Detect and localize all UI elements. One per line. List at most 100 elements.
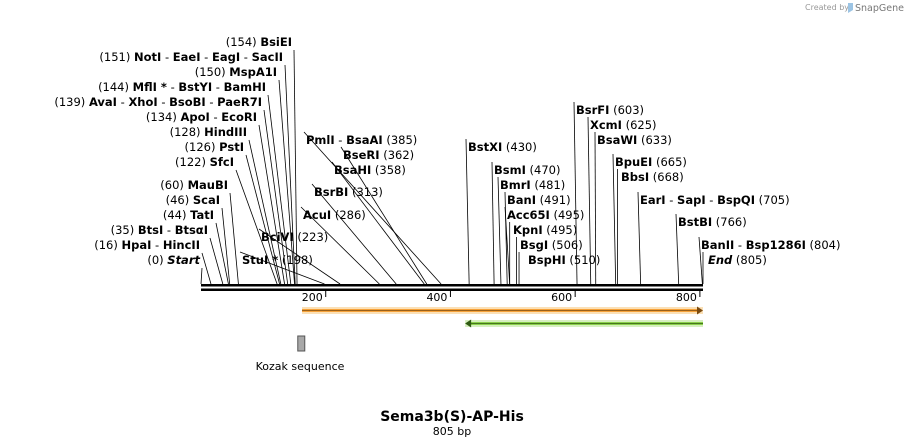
enzyme-name: ScaI bbox=[193, 193, 220, 207]
restriction-site[interactable]: (154) BsiEI bbox=[226, 35, 298, 285]
site-position: (44) bbox=[163, 208, 190, 222]
restriction-site[interactable]: BsrFI (603) bbox=[573, 101, 644, 285]
restriction-site[interactable]: (0) Start bbox=[147, 253, 203, 285]
map-length: 805 bp bbox=[433, 425, 471, 438]
site-separator: - bbox=[734, 238, 745, 252]
restriction-site[interactable]: (126) PstI bbox=[185, 140, 280, 285]
site-label: BmrI (481) bbox=[500, 178, 565, 192]
restriction-site[interactable]: (128) HindIII bbox=[170, 125, 282, 285]
enzyme-name: BstYI bbox=[178, 80, 212, 94]
site-separator: - bbox=[117, 95, 128, 109]
restriction-site[interactable]: (139) AvaI - XhoI - BsoBI - PaeR7I bbox=[54, 95, 289, 285]
site-leader-line bbox=[235, 169, 278, 285]
enzyme-name: XhoI bbox=[128, 95, 157, 109]
restriction-site[interactable]: KpnI (495) bbox=[509, 222, 578, 284]
enzyme-name: Start bbox=[167, 253, 200, 267]
restriction-site[interactable]: EarI - SapI - BspQI (705) bbox=[637, 191, 790, 285]
restriction-site[interactable]: StuI * (198) bbox=[239, 251, 325, 285]
enzyme-name: Acc65I bbox=[507, 208, 550, 222]
enzyme-name: MflI * bbox=[133, 80, 167, 94]
restriction-site[interactable]: (35) BtsI - BtsαI bbox=[111, 223, 224, 285]
restriction-site[interactable]: (150) MspA1I bbox=[195, 65, 295, 285]
enzyme-name: SacII bbox=[252, 50, 283, 64]
restriction-site[interactable]: XcmI (625) bbox=[587, 116, 657, 285]
restriction-site[interactable]: BstXI (430) bbox=[465, 138, 537, 285]
site-leader-line bbox=[278, 79, 295, 285]
site-leader-line bbox=[200, 267, 203, 285]
site-position: (668) bbox=[649, 170, 684, 184]
site-position: (154) bbox=[226, 35, 261, 49]
restriction-site[interactable]: (60) MauBI bbox=[160, 178, 239, 285]
site-leader-line bbox=[221, 207, 231, 285]
enzyme-name: BsoBI bbox=[169, 95, 206, 109]
site-leader-line bbox=[331, 161, 425, 285]
site-label: (128) HindIII bbox=[170, 125, 247, 139]
site-label: (144) MflI * - BstYI - BamHI bbox=[98, 80, 266, 94]
site-position: (0) bbox=[147, 253, 167, 267]
restriction-site[interactable]: BsgI (506) bbox=[516, 237, 583, 284]
restriction-site[interactable]: AcuI (286) bbox=[300, 206, 380, 285]
enzyme-name: BsaWI bbox=[597, 133, 637, 147]
site-label: EarI - SapI - BspQI (705) bbox=[640, 193, 790, 207]
created-by-text: Created by bbox=[805, 3, 849, 12]
site-leader-line bbox=[258, 124, 285, 285]
restriction-site[interactable]: BbsI (668) bbox=[617, 169, 684, 284]
restriction-site[interactable]: BpuEI (665) bbox=[612, 153, 687, 285]
enzyme-name: BspQI bbox=[717, 193, 755, 207]
restriction-site[interactable]: BsmI (470) bbox=[491, 161, 560, 285]
restriction-site[interactable]: BanI (491) bbox=[504, 191, 571, 285]
restriction-site[interactable]: (122) SfcI bbox=[175, 155, 278, 285]
restriction-site[interactable]: End (805) bbox=[702, 252, 767, 284]
restriction-site[interactable]: BciVI (223) bbox=[258, 228, 341, 285]
site-position: (198) bbox=[278, 253, 313, 267]
site-separator: - bbox=[210, 110, 221, 124]
enzyme-name: HincII bbox=[163, 238, 200, 252]
enzyme-name: EcoRI bbox=[221, 110, 257, 124]
site-position: (495) bbox=[550, 208, 585, 222]
enzyme-name: AvaI bbox=[89, 95, 117, 109]
restriction-site[interactable]: (46) ScaI bbox=[166, 193, 231, 285]
restriction-site[interactable]: (134) ApoI - EcoRI bbox=[146, 110, 285, 285]
restriction-site[interactable]: BspHI (510) bbox=[518, 252, 600, 284]
site-label: StuI * (198) bbox=[242, 253, 313, 267]
restriction-site[interactable]: (144) MflI * - BstYI - BamHI bbox=[98, 80, 292, 285]
snapgene-logo-icon bbox=[848, 3, 853, 13]
site-separator: - bbox=[335, 133, 346, 147]
site-position: (430) bbox=[502, 140, 537, 154]
enzyme-name: BseRI bbox=[343, 148, 380, 162]
site-leader-line bbox=[311, 183, 397, 285]
enzyme-name: EaeI bbox=[173, 50, 201, 64]
restriction-site[interactable]: (151) NotI - EaeI - EagI - SacII bbox=[99, 50, 296, 285]
enzyme-name: BsrBI bbox=[314, 185, 348, 199]
tick-label: 800 bbox=[676, 291, 697, 304]
restriction-site[interactable]: BseRI (362) bbox=[340, 146, 428, 285]
restriction-site[interactable]: BsaWI (633) bbox=[594, 131, 672, 285]
site-leader-line bbox=[573, 101, 578, 285]
site-position: (35) bbox=[111, 223, 138, 237]
site-separator: - bbox=[158, 95, 169, 109]
site-position: (286) bbox=[331, 208, 366, 222]
restriction-site[interactable]: BstBI (766) bbox=[675, 213, 747, 285]
restriction-site[interactable]: PmlI - BsaAI (385) bbox=[303, 131, 442, 285]
site-label: (46) ScaI bbox=[166, 193, 220, 207]
site-leader-line bbox=[340, 146, 428, 285]
restriction-site[interactable]: BsaHI (358) bbox=[331, 161, 425, 285]
site-position: (506) bbox=[548, 238, 583, 252]
enzyme-name: BciVI bbox=[261, 230, 294, 244]
restriction-site[interactable]: (16) HpaI - HincII bbox=[94, 238, 212, 285]
site-leader-line bbox=[239, 251, 325, 285]
restriction-site[interactable]: BanII - Bsp1286I (804) bbox=[698, 236, 840, 285]
restriction-site[interactable]: BmrI (481) bbox=[497, 176, 565, 285]
site-label: (60) MauBI bbox=[160, 178, 228, 192]
site-label: (0) Start bbox=[147, 253, 200, 267]
site-separator: - bbox=[163, 223, 174, 237]
tick-label: 600 bbox=[551, 291, 572, 304]
site-position: (46) bbox=[166, 193, 193, 207]
site-leader-line bbox=[267, 94, 292, 285]
enzyme-name: BstXI bbox=[468, 140, 502, 154]
enzyme-name: BmrI bbox=[500, 178, 531, 192]
enzyme-name: BsmI bbox=[494, 163, 526, 177]
site-label: (139) AvaI - XhoI - BsoBI - PaeR7I bbox=[54, 95, 262, 109]
restriction-site[interactable]: (44) TatI bbox=[163, 208, 229, 285]
restriction-site[interactable]: BsrBI (313) bbox=[311, 183, 397, 285]
